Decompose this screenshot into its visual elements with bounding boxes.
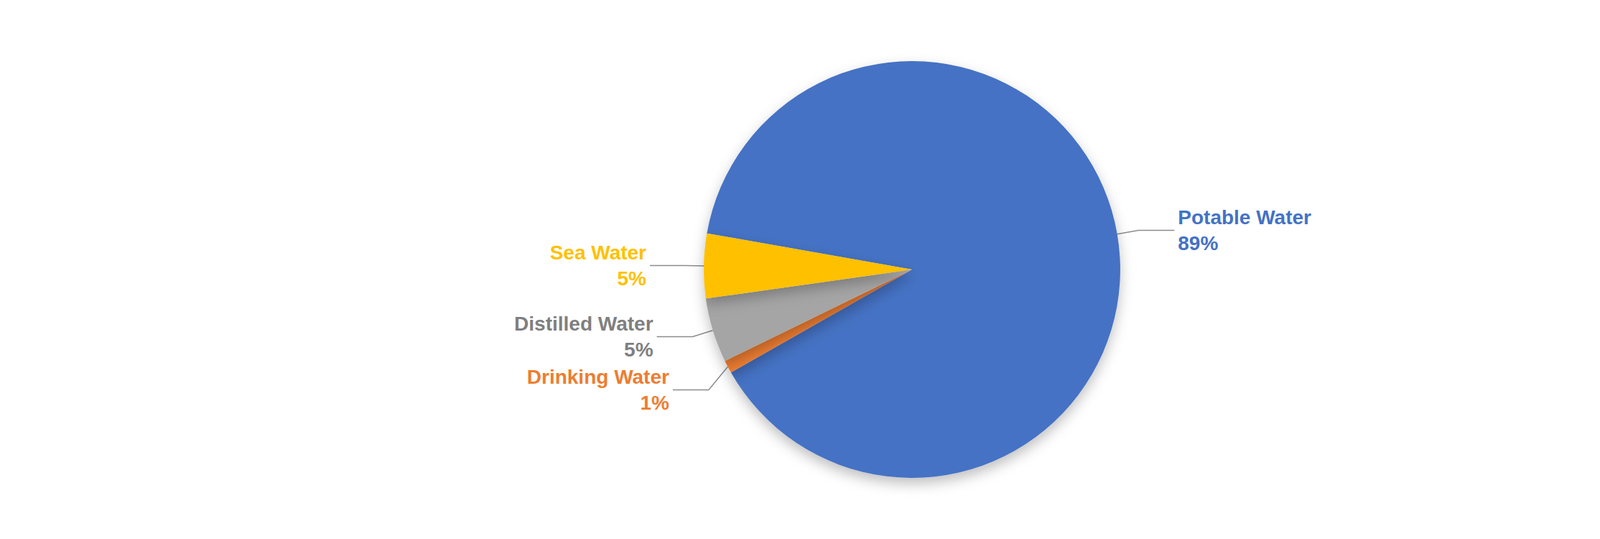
svg-text:Potable Water: Potable Water	[1177, 206, 1312, 229]
svg-text:89%: 89%	[1177, 231, 1218, 255]
svg-text:5%: 5%	[624, 338, 654, 361]
svg-text:Drinking Water: Drinking Water	[527, 365, 670, 388]
svg-text:5%: 5%	[617, 267, 648, 290]
svg-text:Sea Water: Sea Water	[550, 241, 647, 264]
svg-text:Distilled Water: Distilled Water	[514, 312, 654, 335]
svg-text:1%: 1%	[639, 391, 670, 414]
